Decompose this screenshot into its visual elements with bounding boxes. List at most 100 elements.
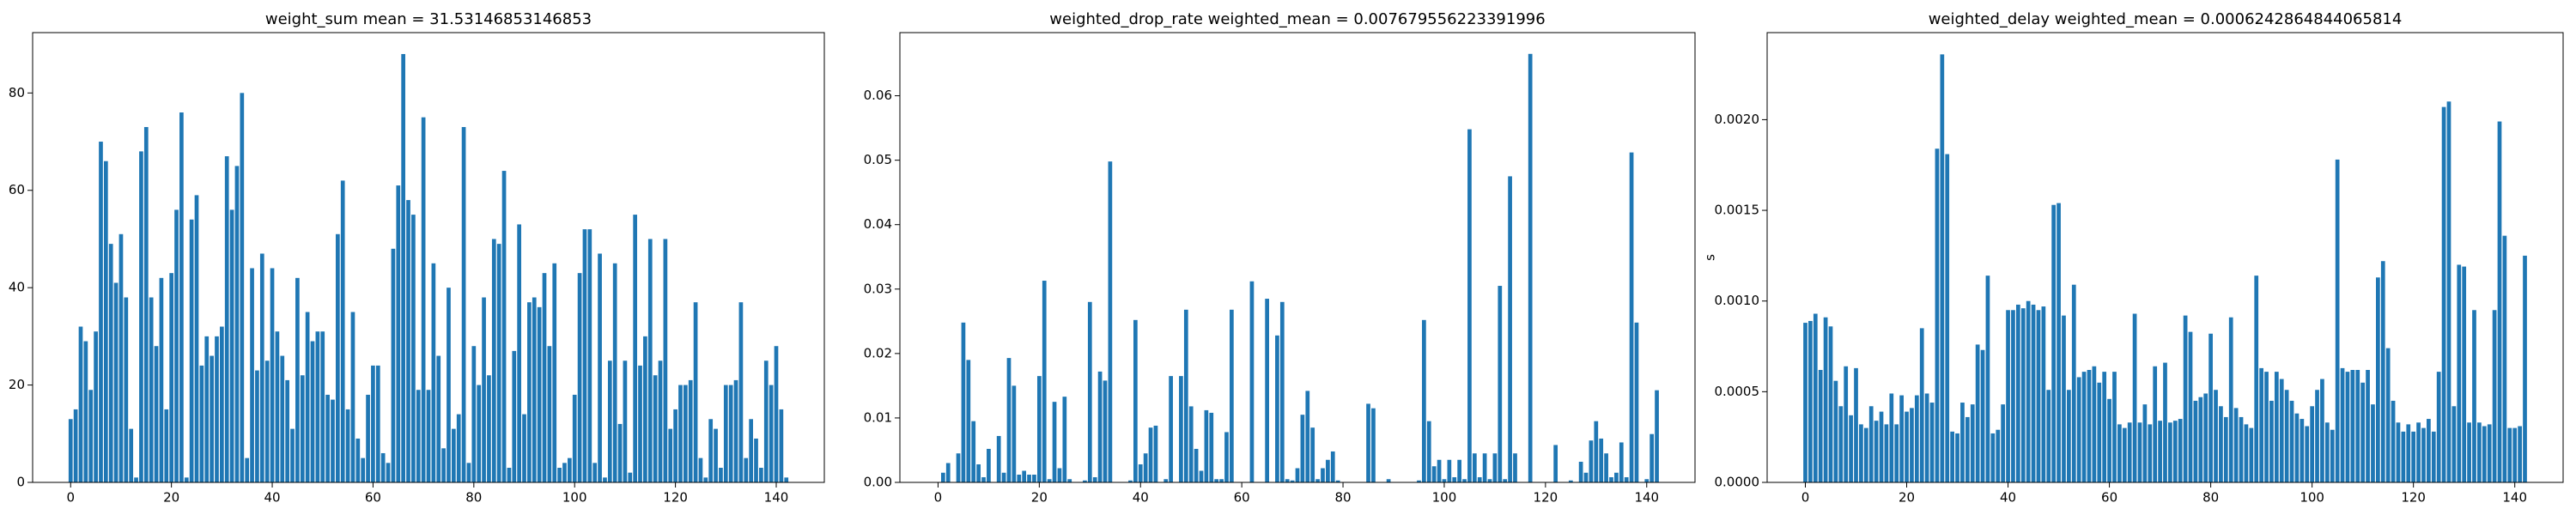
bar [391,248,396,482]
bar [1996,429,2001,482]
bar [1295,468,1300,482]
bar [275,331,280,482]
bar [663,239,668,482]
bar [1849,415,1853,482]
bar [1300,415,1305,482]
y-tick-label: 0.0010 [1715,293,1760,308]
bar [587,229,592,482]
bar [582,229,587,482]
bar [612,263,617,482]
bar [643,336,647,482]
bar [2057,203,2061,482]
y-tick-label: 0.01 [864,409,892,425]
bar [603,477,607,482]
bar [2396,422,2401,482]
bar [1249,281,1255,482]
x-tick-label: 60 [1234,490,1250,506]
bar [320,331,325,482]
x-tick-label: 140 [764,490,789,506]
bar [2041,306,2046,482]
bar [118,233,124,482]
bar [2305,426,2310,482]
x-tick-label: 80 [1335,490,1352,506]
chart-title: weight_sum mean = 31.53146853146853 [265,10,592,28]
bar [598,253,602,482]
bar [1426,421,1431,482]
x-tick-label: 120 [1534,490,1558,506]
bar [2380,261,2385,482]
bar [331,399,335,482]
bar [1868,406,1874,482]
bar [738,302,744,482]
bar [577,273,582,482]
bar [2031,304,2036,482]
bar [108,244,113,482]
bar [956,453,961,482]
bar [1027,474,1031,482]
bar [2223,416,2228,482]
bar [103,161,108,482]
bar [1619,442,1624,482]
bar [1163,479,1169,482]
bar [219,326,224,482]
bar [1199,470,1204,482]
bar [2011,310,2015,482]
bar [1833,380,1838,482]
bar [2071,284,2076,482]
bar [1808,320,1813,482]
bar [668,428,673,482]
bar [557,467,562,482]
y-tick-label: 0.0020 [1715,112,1760,127]
chart-title: weighted_drop_rate weighted_mean = 0.007… [1049,10,1545,28]
bar [452,428,456,482]
bar [1614,472,1619,482]
bar [562,463,567,482]
bar [2051,204,2057,482]
bar [1097,371,1103,482]
bar [380,452,386,482]
bar [461,127,466,482]
bar [285,379,289,482]
bar [568,457,572,482]
bar [1169,376,1173,482]
bar [2107,398,2111,482]
bar [2518,426,2522,482]
bar [129,428,134,482]
bar [1047,479,1052,482]
bar [245,457,250,482]
bar [1935,148,1940,482]
x-tick-label: 120 [2401,490,2426,506]
bar [723,385,728,482]
bar [1940,54,1945,483]
bar [416,390,421,482]
bar [1209,412,1214,482]
bar [1366,403,1370,482]
bar [719,467,723,482]
bar [1609,476,1613,482]
bar [264,360,270,482]
bar [1179,376,1183,482]
bar [769,385,774,482]
bar [2076,377,2081,482]
bar [1087,301,1092,482]
bar [1437,459,1442,482]
bar [2127,422,2132,482]
bar [2067,390,2071,482]
bar [305,312,310,482]
bar [2015,304,2020,482]
bar [2523,255,2527,482]
bar [124,297,129,482]
bar [2112,372,2117,482]
y-tick-label: 0 [16,475,25,490]
bar [2467,422,2471,482]
bar [2507,427,2512,482]
bar [174,209,179,482]
bar [1108,161,1113,483]
y-tick-label: 0.02 [864,345,892,360]
bar [2259,367,2263,482]
bar [229,209,234,482]
bar [1138,464,1143,482]
bar [673,409,677,482]
x-tick-label: 40 [2000,490,2016,506]
bar [1092,476,1097,482]
